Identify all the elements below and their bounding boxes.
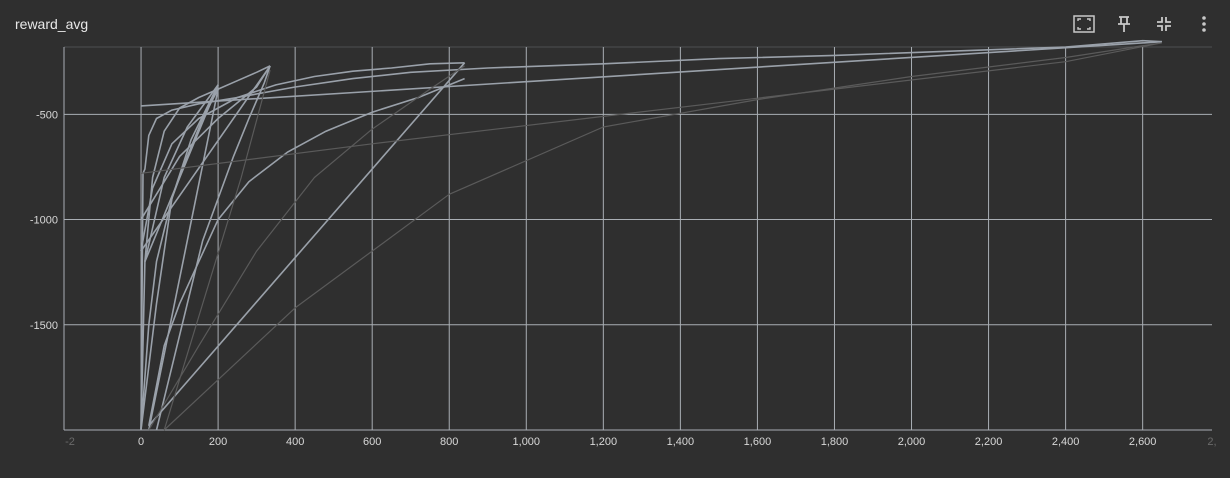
- series-line: [155, 65, 271, 431]
- series-line: [140, 62, 465, 252]
- x-tick-label: 2,400: [1052, 436, 1080, 448]
- fit-domain-icon: [1073, 15, 1095, 33]
- more-button[interactable]: [1188, 11, 1220, 37]
- x-tick-label: 600: [363, 436, 381, 448]
- x-tick-label: 2,600: [1129, 436, 1157, 448]
- x-tick-label: 0: [138, 436, 144, 448]
- collapse-button[interactable]: [1148, 11, 1180, 37]
- series-line: [148, 65, 465, 431]
- card-toolbar: [1068, 11, 1220, 37]
- series-line: [140, 42, 1163, 174]
- series-line: [148, 77, 465, 426]
- x-tick-label: 1,600: [744, 436, 772, 448]
- y-tick-label: -500: [36, 109, 58, 121]
- x-tick-label: 1,800: [821, 436, 849, 448]
- series-line: [163, 42, 1162, 431]
- series-line: [148, 88, 219, 431]
- series-line: [144, 84, 219, 262]
- x-tick-label: 1,000: [513, 436, 541, 448]
- x-tick-label: 800: [440, 436, 458, 448]
- y-tick-label: -1500: [30, 320, 58, 332]
- series-line: [140, 40, 1162, 107]
- series-line: [140, 88, 219, 431]
- x-tick-label: 1,200: [590, 436, 618, 448]
- pin-button[interactable]: [1108, 11, 1140, 37]
- x-tick-label: 1,400: [667, 436, 695, 448]
- series-line: [140, 39, 1162, 431]
- card-title: reward_avg: [15, 16, 89, 32]
- x-tick-label-edge: 2,: [1207, 436, 1216, 448]
- y-tick-label: -1000: [30, 215, 58, 227]
- x-tick-label: 400: [286, 436, 304, 448]
- series-line: [140, 65, 271, 431]
- x-tick-label: 2,000: [898, 436, 926, 448]
- series-line: [163, 69, 271, 431]
- pin-icon: [1118, 16, 1130, 32]
- x-tick-label-edge: -2: [65, 436, 75, 448]
- x-tick-label: 200: [209, 436, 227, 448]
- more-vert-icon: [1202, 16, 1206, 32]
- collapse-icon: [1157, 17, 1171, 31]
- series-line: [140, 65, 271, 221]
- x-tick-label: 2,200: [975, 436, 1003, 448]
- series-line: [148, 62, 466, 427]
- fit-domain-button[interactable]: [1068, 11, 1100, 37]
